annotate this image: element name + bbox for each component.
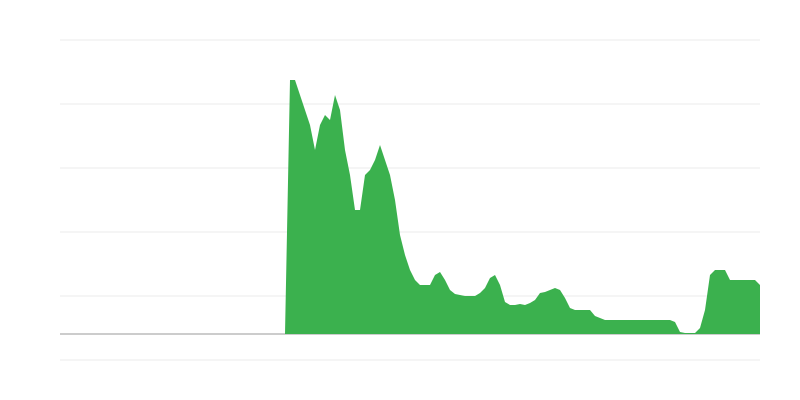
area (60, 80, 760, 334)
